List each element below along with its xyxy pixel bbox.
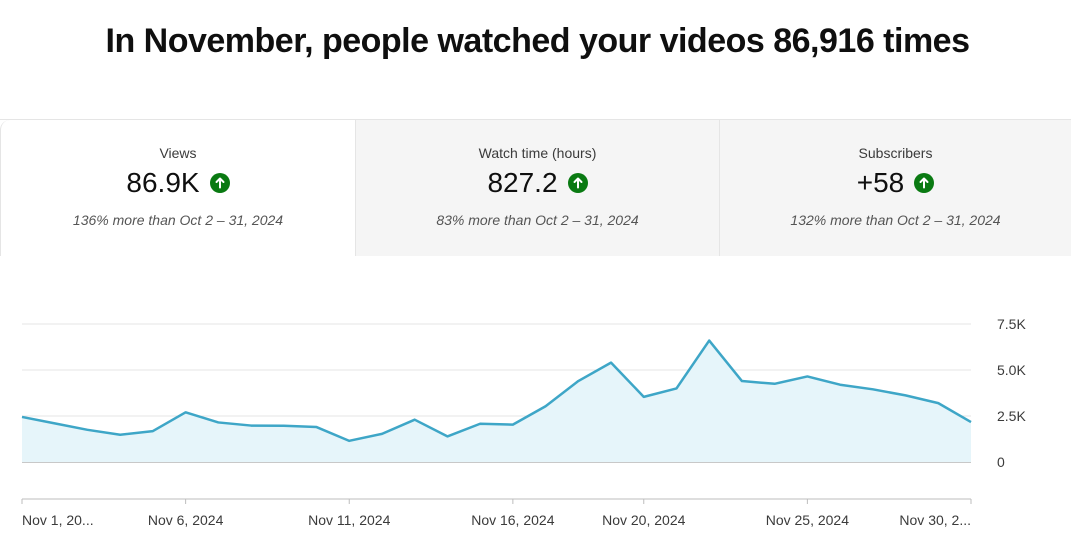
y-tick-label: 7.5K xyxy=(997,316,1026,332)
metric-card-watch-time[interactable]: Watch time (hours) 827.2 83% more than O… xyxy=(355,120,719,256)
data-point xyxy=(510,422,516,428)
x-tick-label: Nov 1, 20... xyxy=(22,512,94,528)
arrow-up-icon xyxy=(914,173,935,193)
data-point xyxy=(772,381,778,387)
data-point xyxy=(52,420,58,426)
data-point xyxy=(19,414,25,420)
metric-card-subscribers[interactable]: Subscribers +58 132% more than Oct 2 – 3… xyxy=(719,120,1071,256)
arrow-up-icon xyxy=(567,173,588,193)
data-point xyxy=(608,360,614,366)
x-tick-label: Nov 20, 2024 xyxy=(602,512,685,528)
data-point xyxy=(804,373,810,379)
data-point xyxy=(870,386,876,392)
y-tick-label: 0 xyxy=(997,454,1005,470)
data-point xyxy=(183,409,189,415)
data-point xyxy=(150,428,156,434)
data-point xyxy=(248,423,254,429)
data-point xyxy=(575,378,581,384)
y-tick-label: 2.5K xyxy=(997,408,1026,424)
data-point xyxy=(444,433,450,439)
x-tick-label: Nov 16, 2024 xyxy=(471,512,554,528)
data-point xyxy=(543,403,549,409)
data-point xyxy=(477,421,483,427)
metric-value: 86.9K xyxy=(126,167,200,198)
x-tick-label: Nov 11, 2024 xyxy=(308,512,390,528)
data-point xyxy=(837,382,843,388)
data-point xyxy=(215,419,221,425)
data-point xyxy=(673,385,679,391)
data-point xyxy=(968,419,974,425)
data-point xyxy=(346,438,352,444)
data-point xyxy=(412,417,418,423)
metric-label: Subscribers xyxy=(858,145,933,161)
x-tick-label: Nov 25, 2024 xyxy=(766,512,849,528)
metric-card-views[interactable]: Views 86.9K 136% more than Oct 2 – 31, 2… xyxy=(0,120,355,256)
metric-value: 827.2 xyxy=(487,167,558,198)
x-tick-label: Nov 6, 2024 xyxy=(148,512,224,528)
page-title: In November, people watched your videos … xyxy=(105,22,971,60)
metric-value: +58 xyxy=(856,167,905,198)
metric-label: Watch time (hours) xyxy=(478,145,597,161)
metric-label: Views xyxy=(159,145,197,161)
data-point xyxy=(84,427,90,433)
data-point xyxy=(706,338,712,344)
metric-comparison: 83% more than Oct 2 – 31, 2024 xyxy=(436,212,639,228)
data-point xyxy=(117,432,123,438)
data-point xyxy=(641,394,647,400)
data-point xyxy=(281,423,287,429)
views-chart[interactable]: 0 2.5K 5.0K 7.5K Nov 1, 20... Nov 6, 2024 Nov … xyxy=(0,300,1071,552)
metric-cards: Views 86.9K 136% more than Oct 2 – 31, 2… xyxy=(0,119,1071,256)
data-point xyxy=(739,378,745,384)
data-point xyxy=(935,400,941,406)
series-line xyxy=(21,339,972,443)
metric-comparison: 136% more than Oct 2 – 31, 2024 xyxy=(72,212,284,228)
series-area xyxy=(22,340,971,462)
arrow-up-icon xyxy=(209,173,230,193)
data-point xyxy=(379,431,385,437)
data-point xyxy=(903,392,909,398)
metric-comparison: 132% more than Oct 2 – 31, 2024 xyxy=(790,212,1001,228)
x-tick-label: Nov 30, 2... xyxy=(899,512,971,528)
data-point xyxy=(314,424,320,430)
y-tick-label: 5.0K xyxy=(997,362,1026,378)
